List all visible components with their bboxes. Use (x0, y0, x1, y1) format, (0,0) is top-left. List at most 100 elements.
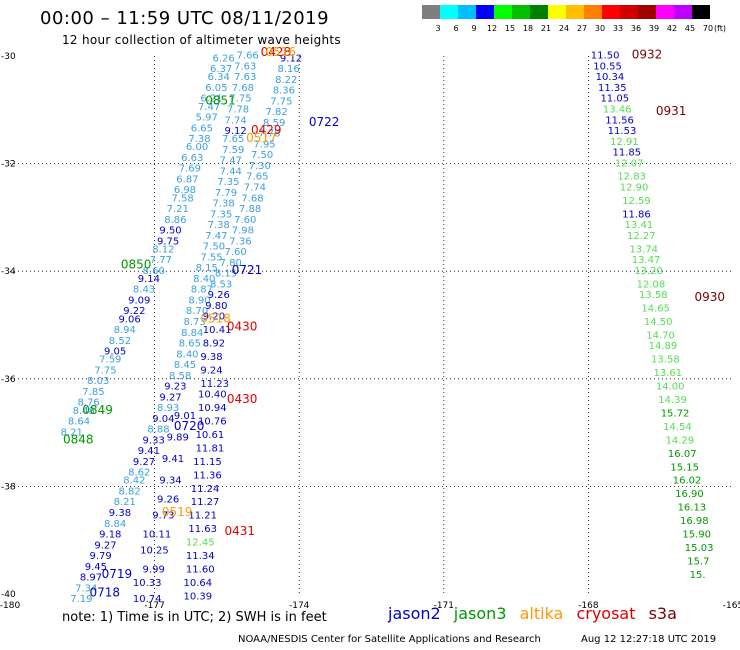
colorbar-swatch-14 (674, 5, 692, 19)
wave-height-value: 13.58 (651, 355, 680, 366)
wave-height-value: 9.12 (224, 126, 246, 137)
wave-height-value: 14.50 (644, 317, 673, 328)
wave-height-value: 10.64 (184, 578, 213, 589)
colorbar-swatch-8 (566, 5, 584, 19)
wave-height-value: 8.15 (215, 269, 237, 280)
wave-height-value: 13.58 (639, 290, 668, 301)
pass-time-label: 0719 (102, 567, 133, 581)
colorbar-swatch-7 (548, 5, 566, 19)
wave-height-value: 9.79 (90, 551, 112, 562)
wave-height-value: 7.55 (200, 252, 222, 263)
wave-height-value: 9.22 (123, 306, 145, 317)
pass-time-label: 0721 (232, 263, 263, 277)
colorbar-label: 27 (577, 24, 587, 33)
wave-height-value: 15.90 (682, 530, 711, 541)
timestamp-text: Aug 12 12:27:18 UTC 2019 (581, 634, 717, 645)
wave-height-value: 14.70 (646, 330, 675, 341)
wave-height-value: 8.65 (179, 339, 201, 350)
wave-height-value: 8.52 (109, 336, 131, 347)
wave-height-value: 7.36 (229, 236, 251, 247)
colorbar-label: 70 (703, 24, 713, 33)
pass-time-label: 0428 (261, 45, 292, 59)
wave-height-value: 11.21 (188, 511, 217, 522)
wave-height-value: 10.76 (198, 417, 227, 428)
wave-height-value: 6.05 (205, 83, 227, 94)
wave-height-value: 15.72 (661, 408, 690, 419)
wave-height-value: 8.21 (61, 427, 83, 438)
wave-height-value: 7.35 (210, 209, 232, 220)
wave-height-value: 8.58 (169, 371, 191, 382)
wave-height-value: 10.25 (140, 546, 169, 557)
wave-height-value: 7.85 (82, 387, 104, 398)
wave-height-value: 9.23 (164, 382, 186, 393)
colorbar-swatch-4 (494, 5, 512, 19)
wave-height-value: 9.38 (200, 352, 222, 363)
y-tick-label: -38 (1, 482, 16, 492)
wave-height-value: 11.35 (598, 83, 627, 94)
wave-height-value: 7.68 (232, 83, 254, 94)
wave-height-value: 9.75 (157, 236, 179, 247)
wave-height-value: 9.99 (143, 564, 165, 575)
wave-height-value: 9.45 (85, 562, 107, 573)
pass-time-label: 0848 (63, 432, 94, 446)
wave-height-value: 9.50 (159, 226, 181, 237)
colorbar-swatch-10 (602, 5, 620, 19)
wave-height-value: 11.24 (191, 484, 220, 495)
wave-height-value: 9.20 (203, 312, 225, 323)
wave-height-value: 7.50 (203, 242, 225, 253)
y-tick-label: -40 (1, 590, 16, 600)
colorbar-label: 18 (523, 24, 533, 33)
wave-height-value: 7.63 (234, 61, 256, 72)
wave-height-value: 8.86 (164, 215, 186, 226)
wave-height-value: 8.21 (114, 497, 136, 508)
wave-height-value: 7.69 (179, 164, 201, 175)
wave-height-value: 8.22 (275, 75, 297, 86)
pass-time-label: 0720 (174, 419, 205, 433)
wave-height-value: 12.07 (615, 158, 644, 169)
colorbar-label: 9 (471, 24, 476, 33)
wave-height-value: 9.06 (118, 314, 140, 325)
colorbar-swatch-2 (458, 5, 476, 19)
wave-height-value: 8.64 (68, 417, 90, 428)
wave-height-value: 7.78 (258, 129, 280, 140)
pass-time-label: 0930 (694, 290, 725, 304)
pass-time-label: 0849 (82, 403, 113, 417)
wave-height-value: 8.62 (128, 468, 150, 479)
wave-height-value: 7.60 (224, 247, 246, 258)
wave-height-value: 14.29 (666, 435, 695, 446)
colorbar-swatch-5 (512, 5, 530, 19)
x-tick-label: -168 (578, 601, 599, 610)
wave-height-value: 11.50 (591, 51, 620, 62)
wave-height-value: 10.34 (596, 72, 625, 83)
wave-height-value: 8.59 (263, 118, 285, 129)
colorbar-label: 12 (487, 24, 497, 33)
wave-height-value: 11.23 (200, 379, 229, 390)
wave-height-value: 8.48 (73, 406, 95, 417)
wave-height-value: 7.80 (220, 258, 242, 269)
legend-jason2: jason2 (388, 604, 441, 623)
wave-height-value: 12.08 (637, 279, 666, 290)
legend-jason3: jason3 (453, 604, 507, 623)
wave-height-value: 10.94 (198, 403, 227, 414)
wave-height-value: 6.26 (212, 53, 234, 64)
wave-height-value: 8.73 (184, 317, 206, 328)
wave-height-value: 8.53 (210, 279, 232, 290)
x-tick-label: -174 (289, 601, 310, 610)
wave-height-value: 8.84 (181, 328, 203, 339)
wave-height-value: 7.47 (220, 156, 242, 167)
wave-height-value: 13.61 (653, 368, 682, 379)
pass-time-label: 0722 (309, 115, 340, 129)
pass-time-label: 0429 (251, 123, 282, 137)
wave-height-value: 7.75 (270, 96, 292, 107)
wave-height-value: 9.41 (162, 454, 184, 465)
wave-height-value: 8.15 (196, 263, 218, 274)
wave-height-value: 7.19 (70, 594, 92, 605)
wave-height-value: 11.60 (186, 564, 215, 575)
colorbar: 3 6 9 12 15 18 21 24 27 30 33 36 39 42 45 70 (ft) (422, 5, 726, 33)
wave-height-value: 9.24 (200, 365, 222, 376)
wave-height-value: 11.86 (622, 209, 651, 220)
y-tick-label: -36 (1, 375, 16, 385)
wave-height-value: 9.04 (152, 414, 174, 425)
wave-height-value: 11.85 (613, 148, 642, 159)
wave-height-value: 11.56 (605, 115, 634, 126)
